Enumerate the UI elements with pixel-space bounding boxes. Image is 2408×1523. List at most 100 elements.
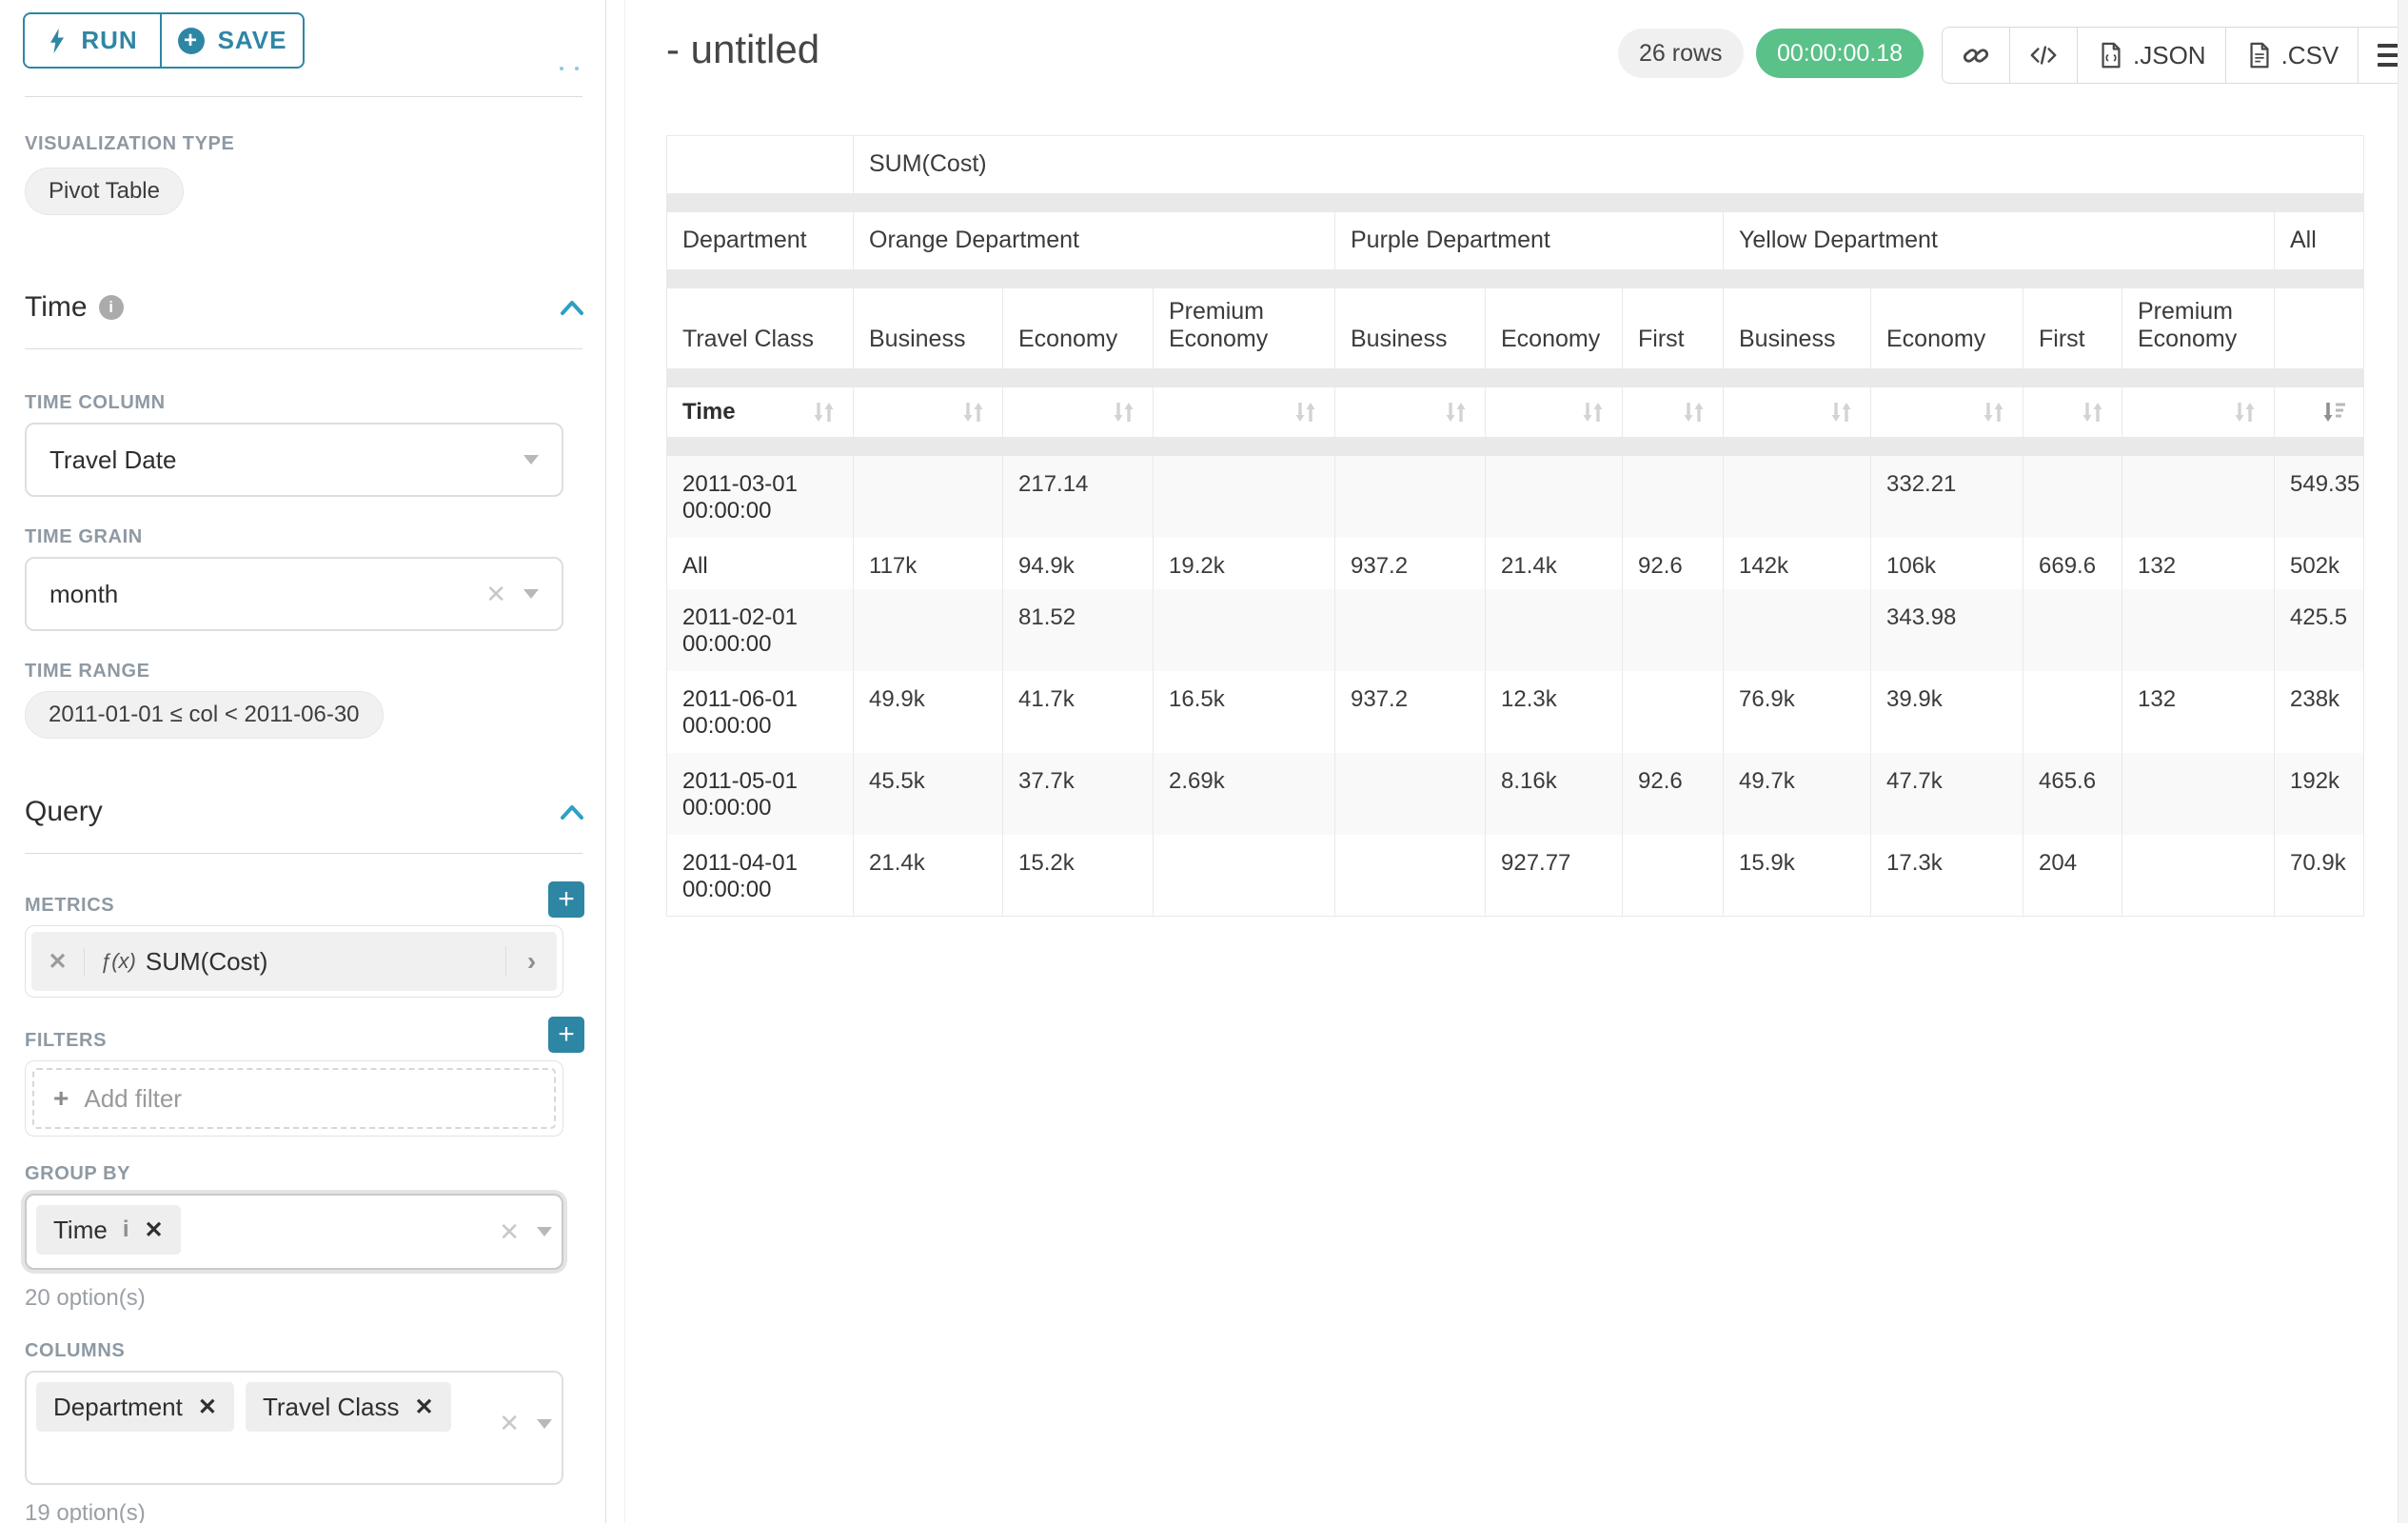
sort-icon[interactable] — [1441, 398, 1470, 426]
column-sort-cell[interactable] — [2023, 386, 2122, 437]
time-grain-select[interactable]: month ✕ — [25, 557, 563, 631]
sort-icon[interactable] — [1291, 398, 1319, 426]
selected-option-chip[interactable]: Travel Class ✕ — [245, 1382, 451, 1432]
value-cell: 70.9k — [2274, 834, 2365, 917]
scrollbar[interactable] — [2398, 0, 2408, 1523]
copy-link-button[interactable] — [1943, 28, 2009, 83]
row-label: All — [682, 552, 708, 579]
time-sort-cell[interactable]: Time — [666, 386, 854, 437]
export-toolbar: .JSON .CSV — [1942, 27, 2408, 84]
clear-icon[interactable]: ✕ — [499, 1216, 520, 1246]
value-cell — [2023, 588, 2122, 671]
selected-option-chip[interactable]: Time i ✕ — [36, 1205, 181, 1255]
chevron-down-icon — [537, 1227, 552, 1236]
value-cell — [853, 455, 1003, 538]
column-sort-cell[interactable] — [1002, 386, 1154, 437]
header-gap — [666, 192, 2364, 212]
sort-descending-icon[interactable] — [2319, 398, 2348, 426]
query-timer-badge: 00:00:00.18 — [1756, 29, 1924, 78]
group-by-select[interactable]: Time i ✕ ✕ — [25, 1194, 563, 1270]
value-cell: 17.3k — [1870, 834, 2023, 917]
clear-icon[interactable]: ✕ — [485, 579, 506, 608]
time-section-label: Time — [25, 291, 88, 323]
column-sort-cell[interactable] — [1870, 386, 2023, 437]
add-filter-dropzone[interactable]: + Add filter — [32, 1068, 556, 1129]
run-button[interactable]: RUN — [23, 12, 162, 69]
value-cell: 15.2k — [1002, 834, 1154, 917]
value-cell — [1723, 455, 1871, 538]
viz-type-pill[interactable]: Pivot Table — [25, 168, 184, 215]
add-filter-button[interactable]: + — [548, 1017, 584, 1053]
clear-icon[interactable]: ✕ — [499, 1409, 520, 1437]
time-range-label: TIME RANGE — [25, 661, 150, 682]
collapse-chevron-icon[interactable] — [560, 299, 584, 316]
chevron-right-icon[interactable]: › — [505, 946, 557, 977]
column-sort-cell[interactable] — [1485, 386, 1623, 437]
column-sort-cell[interactable] — [1723, 386, 1871, 437]
sort-icon[interactable] — [1109, 398, 1137, 426]
column-sort-cell[interactable] — [853, 386, 1003, 437]
row-label: 2011-03-01 00:00:00 — [682, 470, 798, 524]
sort-icon[interactable] — [1578, 398, 1607, 426]
value-cell: 937.2 — [1334, 537, 1486, 589]
chevron-down-icon — [523, 589, 539, 599]
remove-metric-icon[interactable]: ✕ — [31, 947, 85, 976]
value-cell: 92.6 — [1622, 752, 1724, 835]
collapse-chevron-icon[interactable] — [560, 803, 584, 821]
column-sort-cell[interactable] — [2122, 386, 2275, 437]
value-cell: 117k — [853, 537, 1003, 589]
value-cell: 502k — [2274, 537, 2365, 589]
export-json-button[interactable]: .JSON — [2077, 28, 2225, 83]
panel-resize-gutter[interactable] — [624, 0, 625, 1523]
sort-icon[interactable] — [809, 398, 838, 426]
travel-class-header: Premium Economy — [2122, 287, 2275, 368]
info-icon[interactable]: i — [98, 295, 124, 320]
viz-type-label: VISUALIZATION TYPE — [25, 133, 235, 154]
sort-icon[interactable] — [1679, 398, 1707, 426]
remove-chip-icon[interactable]: ✕ — [144, 1216, 164, 1243]
columns-select[interactable]: Department ✕ Travel Class ✕ ✕ — [25, 1371, 563, 1485]
travel-class-header: Business — [853, 287, 1003, 368]
column-sort-cell[interactable] — [1153, 386, 1335, 437]
pivot-table: SUM(Cost) Department Orange Department Purp… — [666, 135, 2365, 917]
column-sort-cell[interactable] — [2274, 386, 2365, 437]
value-cell: 927.77 — [1485, 834, 1623, 917]
value-cell: 21.4k — [1485, 537, 1623, 589]
value-cell — [1485, 588, 1623, 671]
save-button[interactable]: + SAVE — [160, 12, 305, 69]
travel-class-row-label: Travel Class — [666, 287, 854, 368]
chart-title[interactable]: - untitled — [666, 27, 820, 71]
remove-chip-icon[interactable]: ✕ — [197, 1394, 217, 1420]
row-header-cell: All — [666, 537, 854, 589]
value-cell — [2023, 670, 2122, 753]
sort-icon[interactable] — [1826, 398, 1855, 426]
remove-chip-icon[interactable]: ✕ — [414, 1394, 434, 1420]
time-section-title: Time i — [25, 291, 124, 324]
value-cell — [1334, 588, 1486, 671]
travel-class-header: Business — [1334, 287, 1486, 368]
export-csv-button[interactable]: .CSV — [2224, 28, 2359, 83]
time-column-select[interactable]: Travel Date — [25, 423, 563, 497]
save-button-label: SAVE — [217, 26, 287, 54]
metric-chip[interactable]: ✕ ƒ(x) SUM(Cost) › — [31, 932, 557, 991]
row-header-cell: 2011-03-01 00:00:00 — [666, 455, 854, 538]
department-group-header: Yellow Department — [1723, 211, 2275, 269]
sort-icon[interactable] — [1979, 398, 2007, 426]
value-cell — [2122, 455, 2275, 538]
more-options-button[interactable] — [2358, 28, 2408, 83]
column-sort-cell[interactable] — [1622, 386, 1724, 437]
sort-icon[interactable] — [2078, 398, 2106, 426]
value-cell: 217.14 — [1002, 455, 1154, 538]
sort-icon[interactable] — [958, 398, 987, 426]
value-cell: 76.9k — [1723, 670, 1871, 753]
info-icon[interactable]: i — [122, 1216, 129, 1242]
function-icon: ƒ(x) — [100, 949, 136, 973]
selected-option-chip[interactable]: Department ✕ — [36, 1382, 234, 1432]
sort-icon[interactable] — [2230, 398, 2259, 426]
embed-code-button[interactable] — [2009, 28, 2077, 83]
time-range-pill[interactable]: 2011-01-01 ≤ col < 2011-06-30 — [25, 691, 384, 739]
json-file-icon — [2102, 42, 2121, 69]
add-metric-button[interactable]: + — [548, 881, 584, 918]
column-sort-cell[interactable] — [1334, 386, 1486, 437]
value-cell: 39.9k — [1870, 670, 2023, 753]
